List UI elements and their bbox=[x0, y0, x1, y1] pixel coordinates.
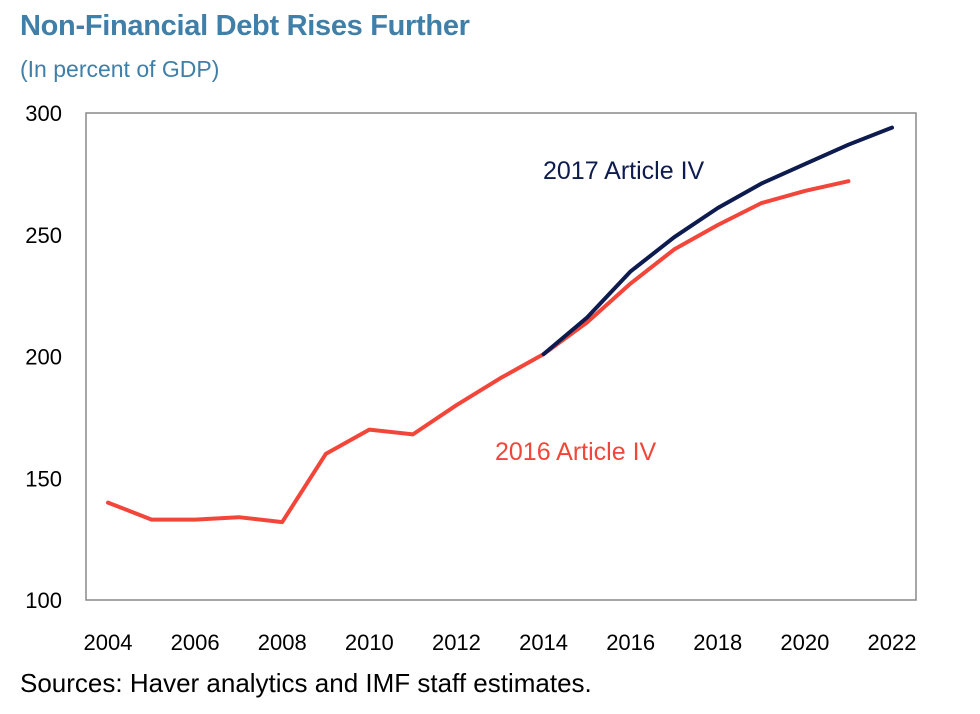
x-tick-label: 2010 bbox=[345, 630, 394, 655]
x-axis-ticks: 2004 2006 2008 2010 2012 2014 2016 2018 2020 2022 bbox=[84, 630, 917, 655]
x-tick-label: 2012 bbox=[432, 630, 481, 655]
series-label-2017: 2017 Article IV bbox=[543, 157, 705, 185]
y-tick-label: 250 bbox=[25, 223, 62, 248]
chart-subtitle: (In percent of GDP) bbox=[20, 56, 220, 82]
series-label-2016: 2016 Article IV bbox=[495, 438, 657, 466]
y-axis-ticks: 100 150 200 250 300 bbox=[25, 101, 62, 613]
y-tick-label: 100 bbox=[25, 588, 62, 613]
x-tick-label: 2008 bbox=[258, 630, 307, 655]
series-line-2017-article-iv bbox=[541, 125, 894, 357]
chart-title: Non-Financial Debt Rises Further bbox=[20, 10, 470, 42]
x-tick-label: 2018 bbox=[693, 630, 742, 655]
y-tick-label: 200 bbox=[25, 345, 62, 370]
x-tick-label: 2022 bbox=[868, 630, 917, 655]
x-tick-label: 2020 bbox=[780, 630, 829, 655]
series-lines bbox=[106, 125, 894, 525]
source-note: Sources: Haver analytics and IMF staff e… bbox=[20, 668, 592, 698]
plot-area-frame bbox=[85, 112, 917, 601]
x-tick-label: 2004 bbox=[84, 630, 133, 655]
series-line-2016-article-iv bbox=[106, 179, 851, 525]
y-tick-label: 300 bbox=[25, 101, 62, 126]
x-tick-label: 2016 bbox=[606, 630, 655, 655]
y-tick-label: 150 bbox=[25, 466, 62, 491]
x-tick-label: 2014 bbox=[519, 630, 568, 655]
x-tick-label: 2006 bbox=[171, 630, 220, 655]
